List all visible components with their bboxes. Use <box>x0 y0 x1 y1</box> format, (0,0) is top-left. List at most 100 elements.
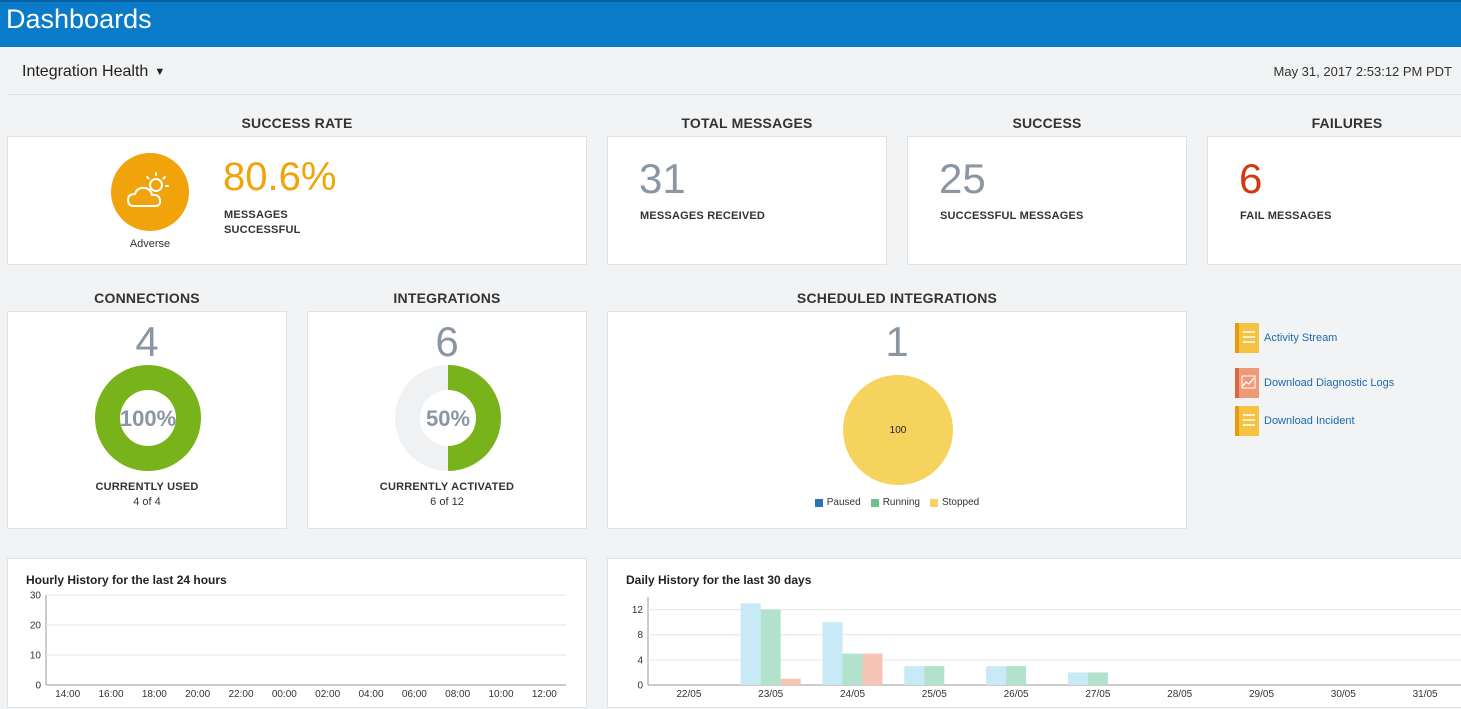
x-tick-label: 02:00 <box>315 689 340 700</box>
connections-sub: 4 of 4 <box>133 496 161 508</box>
success-rate-title: SUCCESS RATE <box>241 115 353 131</box>
x-tick-label: 10:00 <box>488 689 513 700</box>
integrations-card[interactable]: 6 50% CURRENTLY ACTIVATED 6 of 12 <box>307 311 587 529</box>
x-tick-label: 20:00 <box>185 689 210 700</box>
activity-stream-link[interactable]: Activity Stream <box>1235 323 1337 353</box>
success-rate-value: 80.6% <box>223 155 337 199</box>
scheduled-pie: 100 <box>843 375 953 485</box>
legend-label: Stopped <box>941 497 980 508</box>
total-messages-caption: MESSAGES RECEIVED <box>640 210 766 222</box>
connections-caption: CURRENTLY USED <box>95 481 199 493</box>
connections-donut: 100% <box>95 365 201 471</box>
success-card[interactable]: 25 SUCCESSFUL MESSAGES <box>907 136 1187 265</box>
connections-card[interactable]: 4 100% CURRENTLY USED 4 of 4 <box>7 311 287 529</box>
pie-slice-label: 100 <box>890 425 907 436</box>
bar <box>924 666 945 685</box>
connections-percent: 100% <box>120 406 176 431</box>
success-caption: SUCCESSFUL MESSAGES <box>940 210 1084 222</box>
document-icon <box>1235 323 1259 353</box>
integrations-title: INTEGRATIONS <box>393 290 501 306</box>
y-tick-label: 0 <box>637 681 643 692</box>
x-tick-label: 24/05 <box>840 689 865 700</box>
total-messages-title: TOTAL MESSAGES <box>681 115 813 131</box>
scheduled-value: 1 <box>885 318 909 365</box>
success-rate-caption-line1: MESSAGES <box>224 209 288 221</box>
integrations-value: 6 <box>435 318 459 365</box>
hourly-history-card: Hourly History for the last 24 hours 0 10… <box>7 558 587 708</box>
legend-swatch <box>870 498 879 507</box>
x-tick-label: 29/05 <box>1249 689 1274 700</box>
success-title: SUCCESS <box>1012 115 1082 131</box>
hourly-chart-title: Hourly History for the last 24 hours <box>26 573 227 587</box>
success-value: 25 <box>939 155 986 202</box>
x-tick-label: 30/05 <box>1331 689 1356 700</box>
legend-item-stopped[interactable]: Stopped <box>929 497 980 508</box>
x-tick-label: 04:00 <box>358 689 383 700</box>
download-incident-link[interactable]: Download Incident <box>1235 406 1355 436</box>
x-tick-label: 06:00 <box>402 689 427 700</box>
y-tick-label: 4 <box>637 655 643 666</box>
bar <box>904 666 925 685</box>
daily-chart-title: Daily History for the last 30 days <box>626 573 812 587</box>
x-tick-label: 08:00 <box>445 689 470 700</box>
chart-document-icon <box>1235 368 1259 398</box>
connections-value: 4 <box>135 318 159 365</box>
divider <box>7 94 1461 95</box>
bar <box>740 603 761 685</box>
scheduled-integrations-title: SCHEDULED INTEGRATIONS <box>796 290 998 306</box>
scheduled-legend: Paused Running Stopped <box>608 497 1186 508</box>
bar <box>822 622 843 685</box>
x-tick-label: 31/05 <box>1413 689 1438 700</box>
integrations-sub: 6 of 12 <box>430 496 464 508</box>
toolbar: Integration Health ▼ May 31, 2017 2:53:12… <box>0 47 1461 95</box>
success-rate-card[interactable]: Adverse 80.6% MESSAGES SUCCESSFUL <box>7 136 587 265</box>
status-label: Adverse <box>129 238 171 250</box>
daily-chart: 0 4 8 12 22/05 23/05 24/05 25/05 26/05 27/05 28/05… <box>632 597 1461 700</box>
integrations-caption: CURRENTLY ACTIVATED <box>379 481 515 493</box>
failures-title: FAILURES <box>1311 115 1383 131</box>
page-title: Dashboards <box>6 4 152 34</box>
y-tick-label: 12 <box>632 605 644 616</box>
x-tick-label: 14:00 <box>55 689 80 700</box>
activity-stream-label: Activity Stream <box>1264 332 1338 344</box>
total-messages-card[interactable]: 31 MESSAGES RECEIVED <box>607 136 887 265</box>
failures-value: 6 <box>1239 155 1263 202</box>
scheduled-integrations-card[interactable]: 1 100 Paused Running Stopped <box>607 311 1187 529</box>
x-tick-label: 12:00 <box>532 689 557 700</box>
connections-title: CONNECTIONS <box>94 290 200 306</box>
document-icon <box>1235 406 1259 436</box>
legend-label: Running <box>882 497 920 508</box>
dashboard-selector[interactable]: Integration Health ▼ <box>22 63 165 81</box>
total-messages-value: 31 <box>639 155 686 202</box>
x-tick-label: 22:00 <box>228 689 253 700</box>
legend-label: Paused <box>826 497 861 508</box>
y-tick-label: 10 <box>30 651 42 662</box>
y-tick-label: 0 <box>35 681 41 692</box>
bar <box>1006 666 1027 685</box>
dashboard-selector-label: Integration Health <box>22 63 149 80</box>
download-incident-label: Download Incident <box>1264 415 1355 427</box>
integrations-percent: 50% <box>426 406 470 431</box>
download-diagnostic-logs-link[interactable]: Download Diagnostic Logs <box>1235 368 1394 398</box>
success-rate-caption-line2: SUCCESSFUL <box>224 224 301 236</box>
legend-swatch <box>929 498 938 507</box>
x-tick-label: 28/05 <box>1167 689 1192 700</box>
x-tick-label: 18:00 <box>142 689 167 700</box>
download-diagnostic-logs-label: Download Diagnostic Logs <box>1264 377 1395 389</box>
bar <box>780 678 801 685</box>
x-tick-label: 27/05 <box>1085 689 1110 700</box>
bar <box>862 653 883 685</box>
legend-item-running[interactable]: Running <box>870 497 920 508</box>
failures-card[interactable]: 6 FAIL MESSAGES <box>1207 136 1461 265</box>
y-tick-label: 30 <box>30 591 42 602</box>
integrations-donut: 50% <box>395 365 501 471</box>
legend-item-paused[interactable]: Paused <box>814 497 861 508</box>
y-tick-label: 8 <box>637 630 643 641</box>
daily-history-card: Daily History for the last 30 days 0 4 8 12… <box>607 558 1461 708</box>
app-header: Dashboards <box>0 0 1461 47</box>
timestamp: May 31, 2017 2:53:12 PM PDT <box>1273 64 1452 79</box>
hourly-chart: 0 10 20 30 14:00 16:00 18:00 20:00 22:00 00:00 02:… <box>30 591 566 700</box>
partly-cloudy-icon <box>111 153 189 231</box>
donut-fill <box>95 365 201 471</box>
pie-slice-stopped <box>843 375 953 485</box>
